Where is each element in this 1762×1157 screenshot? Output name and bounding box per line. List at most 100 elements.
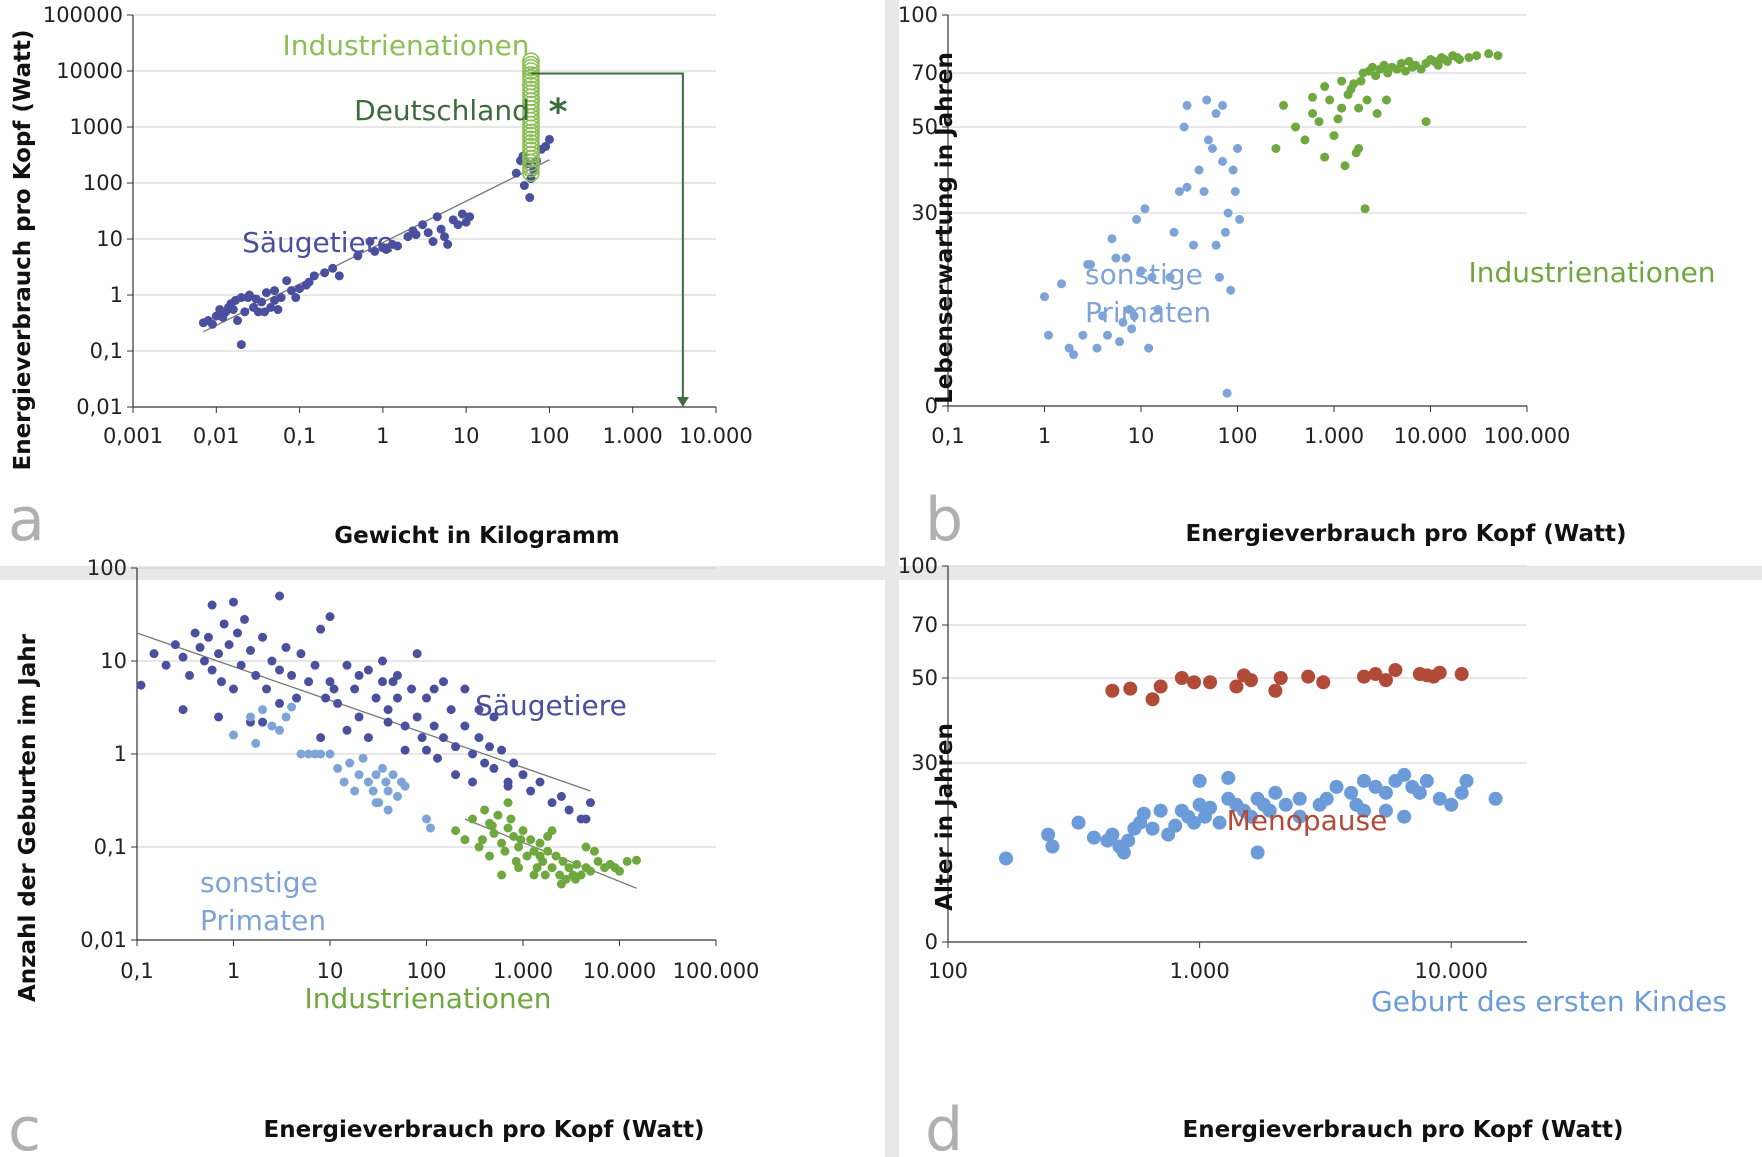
data-point-industrienationen [593,856,603,866]
data-point-saeugetiere [229,597,238,607]
data-point-saeugetiere [214,712,224,722]
data-point-menopause [1203,675,1218,690]
data-point-menopause [1174,671,1189,685]
data-point-primaten [1211,109,1221,118]
data-point-industrienationen [1337,76,1347,86]
data-point-industrienationen [1354,103,1364,113]
data-point-erstes-kind [1086,830,1101,845]
y-tick-label: 50 [911,115,938,139]
data-point-saeugetiere [541,141,551,151]
data-point-saeugetiere [412,712,422,722]
data-point-industrienationen [1320,82,1330,91]
y-tick-label: 0,1 [94,835,127,859]
data-point-primaten [1218,156,1228,166]
data-point-primaten [1222,388,1232,398]
data-point-saeugetiere [258,717,268,727]
germany-arrow-line [530,72,684,399]
y-tick-label: 0,01 [76,395,123,419]
y-tick-label: 10000 [56,59,123,83]
data-point-saeugetiere [438,677,448,687]
data-point-erstes-kind [1378,803,1393,818]
data-point-saeugetiere [266,302,276,312]
data-point-saeugetiere [465,212,475,222]
data-point-erstes-kind [1192,773,1207,788]
data-point-saeugetiere [370,246,380,256]
data-point-erstes-kind [1041,827,1056,842]
annotation-saeugetiere-c: Säugetiere [475,689,627,722]
data-point-saeugetiere [440,232,450,242]
data-point-saeugetiere [329,684,339,694]
annotation-menopause: Menopause [1227,804,1388,837]
data-point-saeugetiere [371,693,381,703]
y-axis-title-c: Anzahl der Geburten im Jahr [15,633,41,1002]
data-point-primaten [281,712,291,722]
data-point-industrienationen [1360,204,1370,214]
y-tick-label: 10 [96,227,123,251]
data-point-industrienationen [1300,135,1310,145]
data-point-industrienationen [451,826,461,836]
data-point-primaten [1111,253,1121,263]
data-point-erstes-kind [1329,779,1344,794]
axes-c [131,567,717,946]
data-point-menopause [1301,669,1316,684]
x-tick-label: 10.000 [1394,424,1467,448]
data-point-saeugetiere [378,677,388,687]
x-tick-label: 100 [406,959,446,983]
data-point-industrienationen [485,851,495,861]
data-point-saeugetiere [275,591,285,601]
data-point-saeugetiere [489,712,499,722]
data-point-industrienationen [489,828,499,838]
x-tick-label: 10.000 [583,959,656,983]
data-point-saeugetiere [519,181,529,191]
data-point-primaten [1194,165,1204,175]
data-point-erstes-kind [1319,791,1334,806]
data-points-a [198,52,554,350]
y-tick-label: 30 [911,201,938,225]
data-point-primaten [1107,234,1117,244]
data-point-industrienationen [1400,66,1410,76]
data-point-menopause [1229,679,1244,694]
grid-b [948,14,1527,214]
data-point-primaten [1214,272,1224,282]
data-point-saeugetiere [432,753,442,763]
data-point-saeugetiere [253,307,263,317]
data-point-primaten [1092,343,1102,353]
data-points-c [136,591,641,889]
data-point-saeugetiere [216,677,226,687]
annotation-geburt-erstes-kind: Geburt des ersten Kindes [1371,985,1727,1018]
data-point-industrienationen [1464,53,1474,63]
data-point-saeugetiere [316,733,326,743]
data-point-menopause [1105,683,1120,698]
data-point-primaten [1220,227,1230,237]
data-point-saeugetiere [219,619,229,629]
data-point-primaten [1043,330,1053,340]
data-point-primaten [229,730,238,740]
tick-labels-b: 100 70 50 30 0 0,1 1 10 100 1.000 10.000 100.000 [898,3,1571,448]
data-point-saeugetiere [161,660,171,670]
data-point-saeugetiere [489,763,499,773]
data-point-primaten [1228,165,1238,175]
x-tick-label: 1.000 [603,424,663,448]
chart-panel-c: 100 10 1 0,1 0,01 0,1 1 10 100 1.000 10.000 100.000… [8,556,759,1157]
chart-panel-a: 100000 10000 1000 100 10 1 0,1 0,01 0,001 0,01 0,1… [8,3,753,555]
data-point-industrienationen [493,810,503,820]
data-point-saeugetiere [535,777,545,787]
data-point-industrienationen [500,846,510,856]
data-point-saeugetiere [325,677,335,687]
data-point-industrienationen [1279,100,1289,110]
data-point-saeugetiere [446,705,456,715]
x-tick-label: 1 [227,959,240,983]
data-point-industrienationen [1433,60,1443,70]
x-tick-label: 100.000 [1484,424,1571,448]
data-point-industrienationen [1354,144,1364,153]
tick-labels-d: 100 70 50 30 0 100 1.000 10.000 [898,554,1488,983]
data-point-saeugetiere [232,628,242,638]
data-point-saeugetiere [239,614,249,624]
data-point-erstes-kind [1250,845,1265,860]
data-point-industrienationen [1314,117,1324,127]
data-point-primaten [422,814,431,824]
data-point-industrienationen [1442,56,1452,66]
data-point-saeugetiere [333,698,343,708]
chart-panel-b: 100 70 50 30 0 0,1 1 10 100 1.000 10.000 100.000 En… [898,3,1716,555]
data-point-saeugetiere [400,745,410,755]
